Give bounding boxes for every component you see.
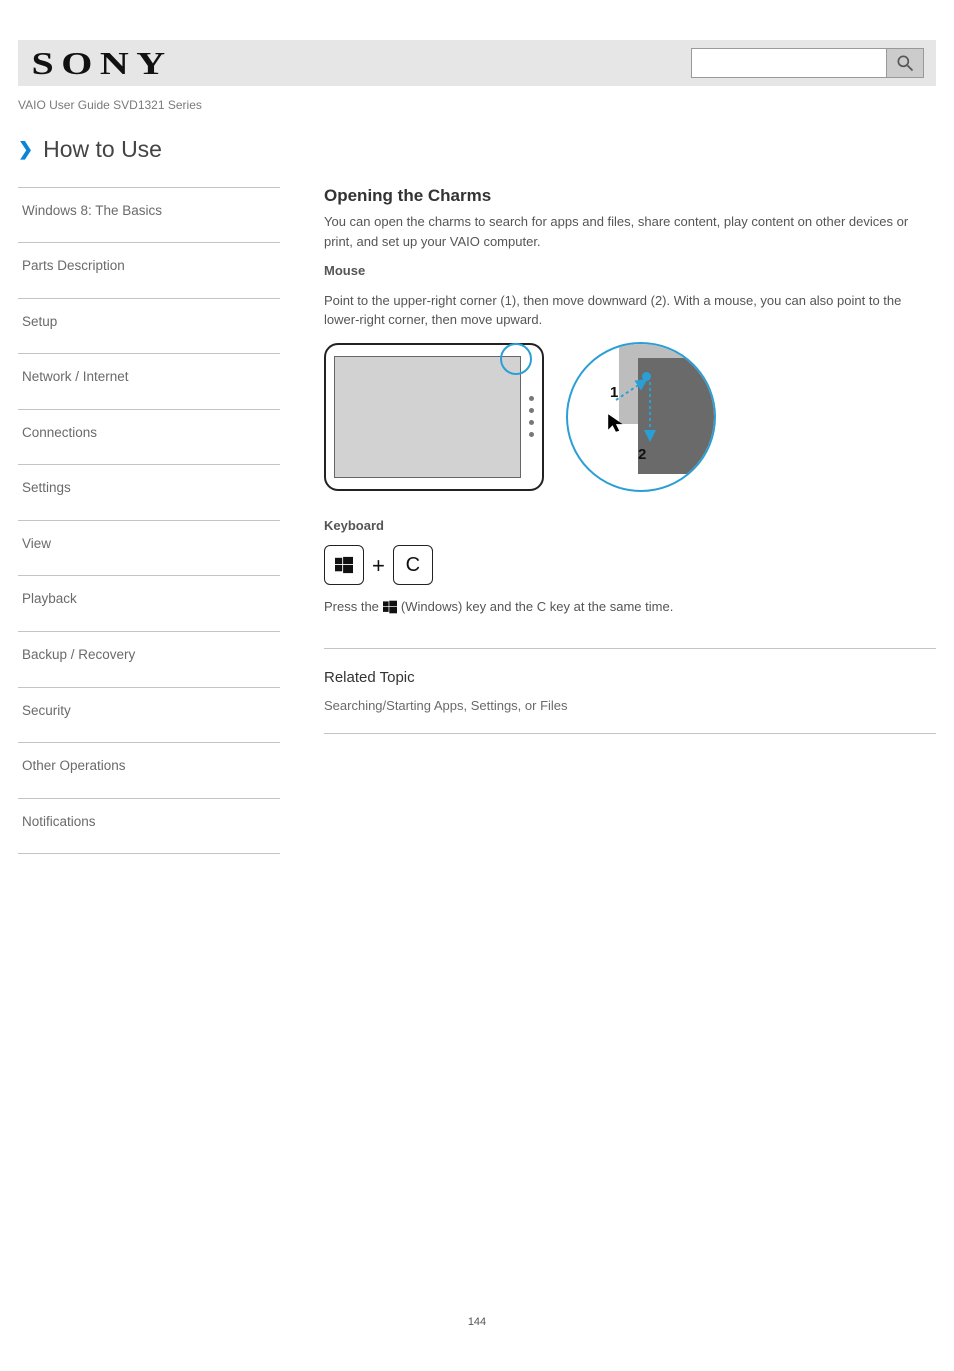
tablet-side-dots-icon	[529, 396, 534, 437]
magnifier-icon	[895, 53, 915, 73]
search-button[interactable]	[886, 48, 924, 78]
divider	[324, 648, 936, 649]
sidebar-item-label: Other Operations	[22, 758, 126, 773]
keyboard-instructions: Press the (Windows) key and the C key at…	[324, 595, 936, 618]
zoom-circle-icon: 1 2	[566, 342, 716, 492]
sidebar-item-label: Windows 8: The Basics	[22, 203, 162, 218]
related-topic-link[interactable]: Searching/Starting Apps, Settings, or Fi…	[324, 696, 936, 716]
tablet-screen-icon	[334, 356, 521, 478]
sidebar-item-label: Notifications	[22, 814, 96, 829]
sidebar-item-windows8-basics[interactable]: Windows 8: The Basics	[18, 187, 280, 243]
sidebar-item-settings[interactable]: Settings	[18, 464, 280, 520]
search-input[interactable]	[691, 48, 886, 78]
page-number: 144	[18, 1314, 936, 1331]
related-topic-heading: Related Topic	[324, 667, 936, 690]
sidebar-item-label: Setup	[22, 314, 57, 329]
windows-key-icon	[324, 545, 364, 585]
search-group	[691, 48, 924, 78]
figure-label-1: 1	[610, 382, 618, 405]
sidebar-item-label: Connections	[22, 425, 97, 440]
mouse-section-title: Mouse	[324, 263, 365, 278]
header-bar: SONY	[18, 40, 936, 86]
sidebar-item-parts-description[interactable]: Parts Description	[18, 242, 280, 298]
c-key-icon: C	[393, 545, 433, 585]
divider	[324, 733, 936, 734]
keyboard-shortcut-row: + C	[324, 545, 936, 585]
keyboard-instructions-prefix: Press the	[324, 595, 379, 618]
keyboard-section-title: Keyboard	[324, 518, 384, 533]
chevron-right-icon: ❯	[18, 136, 33, 163]
sidebar-item-label: Settings	[22, 480, 71, 495]
sidebar-item-label: Parts Description	[22, 258, 125, 273]
sidebar-item-backup-recovery[interactable]: Backup / Recovery	[18, 631, 280, 687]
tablet-frame-icon	[324, 343, 544, 491]
sidebar-item-view[interactable]: View	[18, 520, 280, 576]
sidebar-item-label: View	[22, 536, 51, 551]
mouse-figure: 1 2	[324, 342, 936, 492]
page-title: How to Use	[43, 132, 162, 167]
sidebar-item-security[interactable]: Security	[18, 687, 280, 743]
keyboard-instructions-suffix: (Windows) key and the C key at the same …	[401, 595, 673, 618]
highlight-ring-icon	[500, 343, 532, 375]
sidebar-item-playback[interactable]: Playback	[18, 575, 280, 631]
article-heading: Opening the Charms	[324, 183, 936, 209]
sidebar-item-label: Security	[22, 703, 71, 718]
plus-icon: +	[372, 549, 385, 582]
main-content: Opening the Charms You can open the char…	[324, 177, 936, 855]
mouse-instructions: Point to the upper-right corner (1), the…	[324, 291, 936, 330]
sidebar-item-other-operations[interactable]: Other Operations	[18, 742, 280, 798]
sidebar-item-label: Playback	[22, 591, 77, 606]
title-row: ❯ How to Use	[18, 132, 936, 167]
sidebar-item-label: Backup / Recovery	[22, 647, 135, 662]
cursor-arrow-icon	[606, 412, 628, 434]
sidebar-item-label: Network / Internet	[22, 369, 129, 384]
breadcrumb: VAIO User Guide SVD1321 Series	[18, 96, 936, 114]
zoom-arrow-2-icon	[644, 378, 664, 448]
figure-label-2: 2	[638, 444, 646, 467]
sidebar: Windows 8: The Basics Parts Description …	[18, 177, 280, 855]
sidebar-item-network-internet[interactable]: Network / Internet	[18, 353, 280, 409]
sidebar-item-notifications[interactable]: Notifications	[18, 798, 280, 855]
c-key-label: C	[406, 550, 420, 580]
sidebar-item-connections[interactable]: Connections	[18, 409, 280, 465]
brand-logo: SONY	[24, 39, 173, 87]
article-intro: You can open the charms to search for ap…	[324, 212, 936, 251]
windows-inline-icon	[383, 600, 397, 614]
sidebar-item-setup[interactable]: Setup	[18, 298, 280, 354]
